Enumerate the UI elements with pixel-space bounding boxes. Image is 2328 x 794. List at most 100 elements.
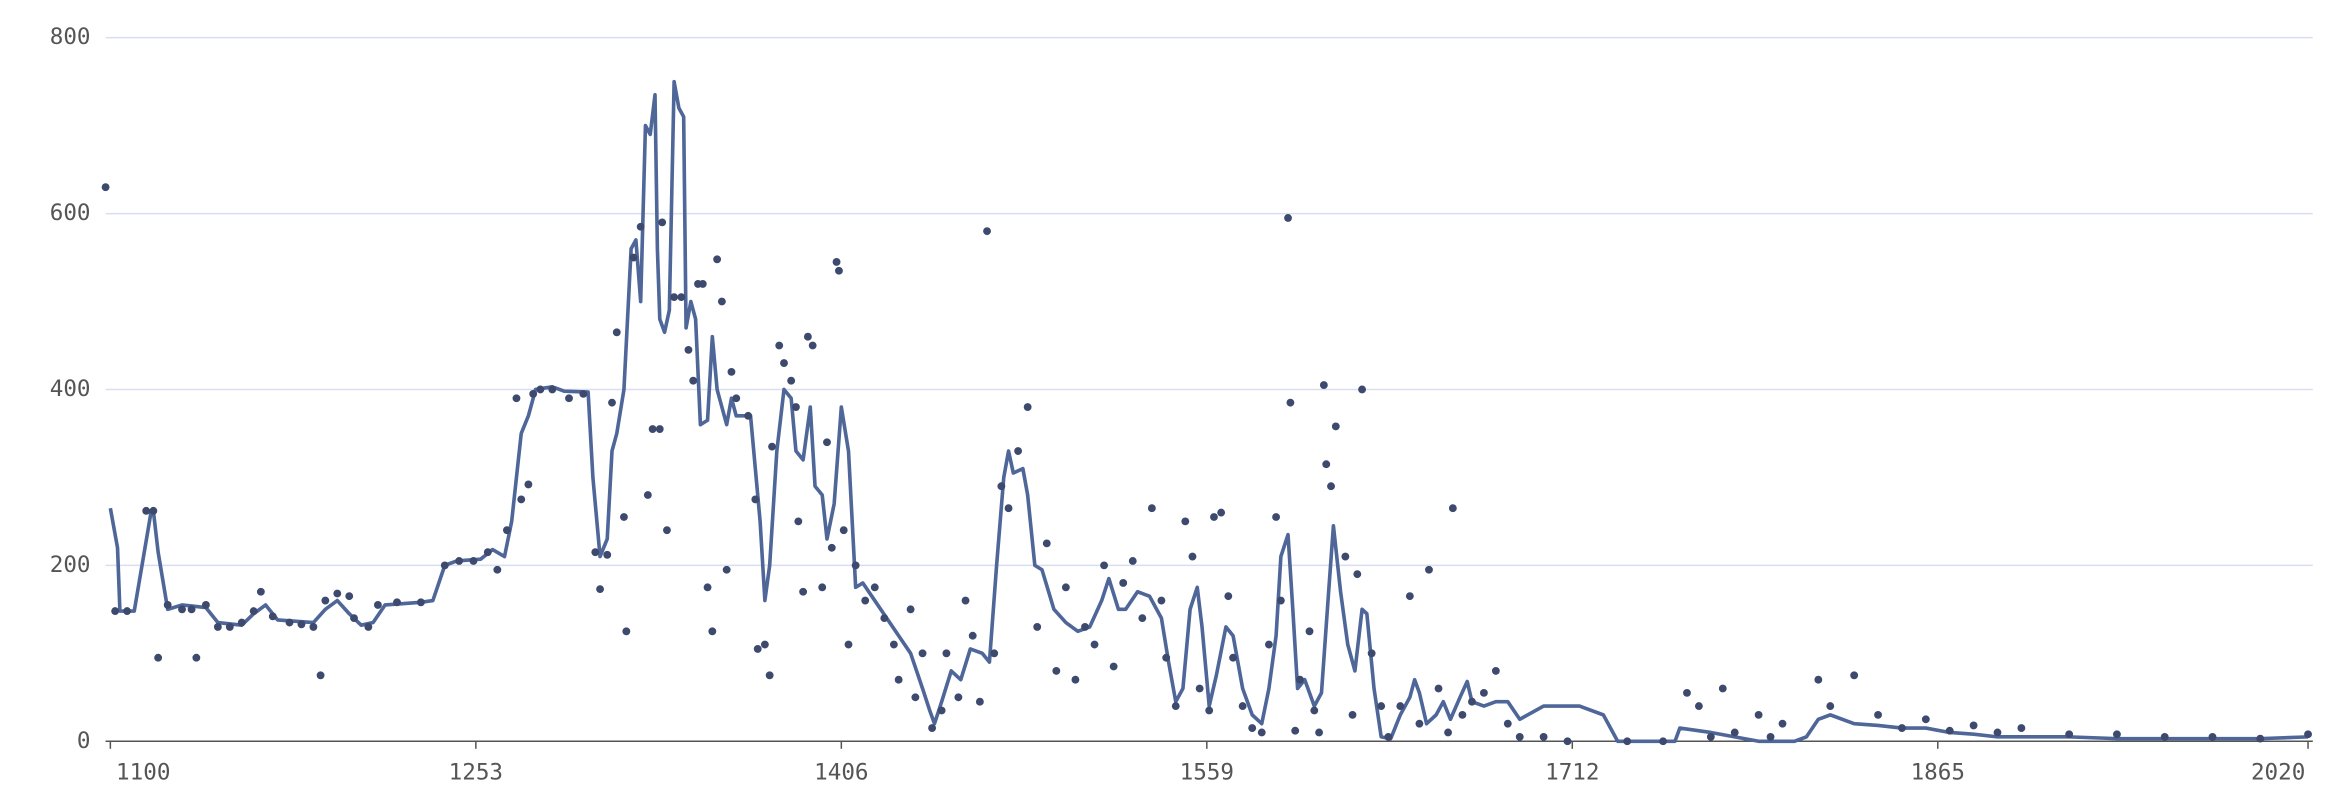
x-tick-label: 1100 bbox=[116, 759, 170, 785]
scatter-point bbox=[780, 359, 788, 367]
scatter-point bbox=[364, 623, 373, 631]
scatter-point bbox=[1718, 684, 1727, 693]
scatter-point bbox=[154, 653, 163, 662]
scatter-point bbox=[1993, 728, 2002, 737]
scatter-point bbox=[997, 482, 1006, 491]
scatter-point bbox=[732, 394, 741, 403]
y-tick-label: 600 bbox=[50, 200, 91, 226]
scatter-point bbox=[321, 596, 330, 605]
scatter-point bbox=[1458, 710, 1467, 719]
scatter-point bbox=[880, 614, 889, 623]
scatter-point bbox=[658, 218, 667, 227]
scatter-point bbox=[187, 605, 196, 614]
scatter-point bbox=[493, 565, 502, 574]
scatter-point bbox=[608, 398, 616, 407]
scatter-point bbox=[268, 612, 277, 621]
scatter-point bbox=[1319, 381, 1328, 389]
scatter-point bbox=[1310, 706, 1319, 715]
scatter-point bbox=[1023, 403, 1032, 411]
scatter-point bbox=[954, 693, 963, 702]
scatter-point bbox=[548, 385, 557, 394]
scatter-point bbox=[1341, 552, 1350, 561]
scatter-point bbox=[1405, 592, 1414, 601]
scatter-point bbox=[713, 255, 722, 264]
scatter-point bbox=[111, 607, 120, 616]
scatter-point bbox=[1706, 732, 1715, 741]
scatter-point bbox=[983, 227, 991, 236]
scatter-point bbox=[1265, 640, 1273, 649]
scatter-point bbox=[123, 607, 132, 616]
scatter-point bbox=[1128, 557, 1137, 565]
scatter-point bbox=[990, 649, 999, 658]
scatter-point bbox=[808, 341, 817, 350]
scatter-point bbox=[416, 598, 425, 607]
scatter-point bbox=[620, 513, 628, 521]
scatter-point bbox=[1052, 666, 1061, 675]
scatter-point bbox=[1205, 706, 1214, 715]
scatter-point bbox=[1138, 614, 1147, 623]
scatter-point bbox=[603, 550, 612, 559]
scatter-point bbox=[1898, 724, 1906, 732]
scatter-point bbox=[1014, 447, 1023, 455]
scatter-point bbox=[1291, 726, 1300, 735]
scatter-point bbox=[1081, 623, 1089, 631]
scatter-point bbox=[643, 491, 652, 499]
scatter-point bbox=[835, 266, 843, 275]
scatter-point bbox=[765, 671, 774, 680]
scatter-point bbox=[1850, 671, 1859, 680]
scatter-point bbox=[894, 675, 903, 684]
scatter-point bbox=[1384, 732, 1393, 741]
scatter-point bbox=[596, 585, 604, 594]
scatter-point bbox=[1468, 697, 1476, 706]
x-tick-label: 1406 bbox=[814, 759, 868, 785]
y-tick-label: 200 bbox=[50, 552, 91, 578]
scatter-point bbox=[192, 653, 201, 662]
scatter-point bbox=[622, 627, 631, 636]
scatter-point bbox=[1322, 460, 1331, 469]
scatter-point bbox=[1315, 728, 1324, 737]
line-series bbox=[108, 79, 2309, 744]
scatter-point bbox=[844, 640, 853, 649]
scatter-point bbox=[2017, 724, 2026, 732]
scatter-point bbox=[717, 297, 726, 306]
scatter-point bbox=[225, 623, 234, 631]
scatter-point bbox=[285, 618, 294, 627]
scatter-point bbox=[1042, 539, 1051, 548]
scatter-point bbox=[1100, 561, 1109, 570]
scatter-point bbox=[1238, 702, 1247, 711]
scatter-point bbox=[787, 376, 796, 385]
scatter-point bbox=[744, 411, 753, 420]
scatter-point bbox=[839, 526, 848, 535]
scatter-point bbox=[1071, 675, 1080, 684]
scatter-point bbox=[1778, 719, 1787, 728]
scatter-point bbox=[1659, 737, 1667, 746]
scatter-point bbox=[1210, 513, 1218, 521]
scatter-point bbox=[1033, 623, 1042, 631]
scatter-point bbox=[851, 561, 860, 570]
scatter-point bbox=[698, 280, 707, 288]
scatter-point bbox=[579, 389, 588, 398]
scatter-point bbox=[201, 601, 210, 609]
x-tick-label: 1253 bbox=[449, 759, 503, 785]
scatter-point bbox=[684, 345, 693, 354]
scatter-point bbox=[1229, 653, 1238, 662]
scatter-point bbox=[2256, 734, 2265, 743]
scatter-point bbox=[256, 587, 265, 596]
scatter-point bbox=[345, 592, 354, 601]
scatter-point bbox=[928, 724, 937, 732]
scatter-point bbox=[333, 589, 342, 598]
scatter-point bbox=[768, 442, 776, 451]
scatter-point bbox=[775, 341, 784, 350]
scatter-point bbox=[502, 526, 511, 535]
scatter-point bbox=[1305, 627, 1314, 636]
scatter-point bbox=[1874, 710, 1882, 719]
scatter-point bbox=[961, 596, 970, 605]
scatter-point bbox=[1331, 422, 1340, 431]
scatter-point bbox=[455, 557, 464, 565]
scatter-point bbox=[1766, 732, 1775, 741]
scatter-point bbox=[524, 480, 533, 489]
scatter-point bbox=[512, 394, 521, 403]
scatter-point bbox=[1358, 385, 1366, 394]
scatter-point bbox=[906, 605, 915, 614]
scatter-point bbox=[440, 561, 449, 570]
